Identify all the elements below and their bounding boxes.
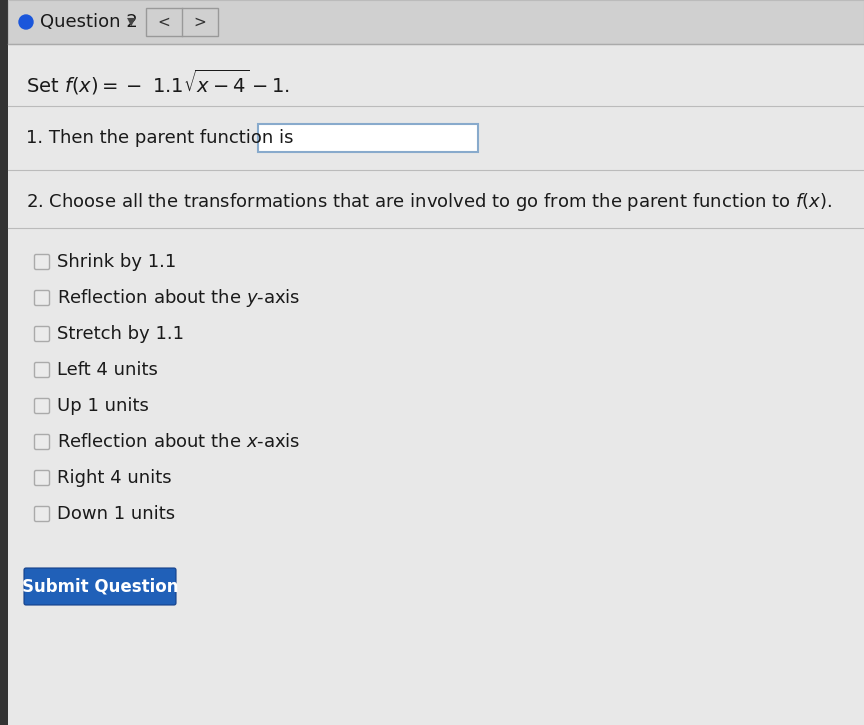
Text: >: > — [194, 14, 206, 30]
Text: Up 1 units: Up 1 units — [57, 397, 149, 415]
FancyBboxPatch shape — [35, 399, 49, 413]
Text: 1. Then the parent function is: 1. Then the parent function is — [26, 129, 294, 147]
Text: Question 2: Question 2 — [40, 13, 137, 31]
Text: <: < — [157, 14, 170, 30]
Text: 2. Choose all the transformations that are involved to go from the parent functi: 2. Choose all the transformations that a… — [26, 191, 832, 213]
Text: Submit Question: Submit Question — [22, 578, 178, 595]
Circle shape — [19, 15, 33, 29]
Text: Reflection about the $x$-axis: Reflection about the $x$-axis — [57, 433, 301, 451]
FancyBboxPatch shape — [258, 124, 478, 152]
FancyBboxPatch shape — [24, 568, 176, 605]
FancyBboxPatch shape — [35, 471, 49, 486]
Text: Shrink by 1.1: Shrink by 1.1 — [57, 253, 176, 271]
Text: Right 4 units: Right 4 units — [57, 469, 172, 487]
Text: Stretch by 1.1: Stretch by 1.1 — [57, 325, 184, 343]
Text: Reflection about the $y$-axis: Reflection about the $y$-axis — [57, 287, 301, 309]
FancyBboxPatch shape — [8, 0, 864, 44]
Text: Left 4 units: Left 4 units — [57, 361, 158, 379]
FancyBboxPatch shape — [35, 254, 49, 270]
FancyBboxPatch shape — [35, 326, 49, 341]
FancyBboxPatch shape — [35, 291, 49, 305]
FancyBboxPatch shape — [0, 0, 8, 725]
FancyBboxPatch shape — [35, 434, 49, 450]
FancyBboxPatch shape — [35, 362, 49, 378]
Text: Down 1 units: Down 1 units — [57, 505, 175, 523]
Text: Set $f(x) = -\ 1.1\sqrt{x-4} - 1.$: Set $f(x) = -\ 1.1\sqrt{x-4} - 1.$ — [26, 67, 289, 96]
FancyBboxPatch shape — [35, 507, 49, 521]
Text: ▼: ▼ — [127, 17, 136, 27]
FancyBboxPatch shape — [146, 8, 218, 36]
